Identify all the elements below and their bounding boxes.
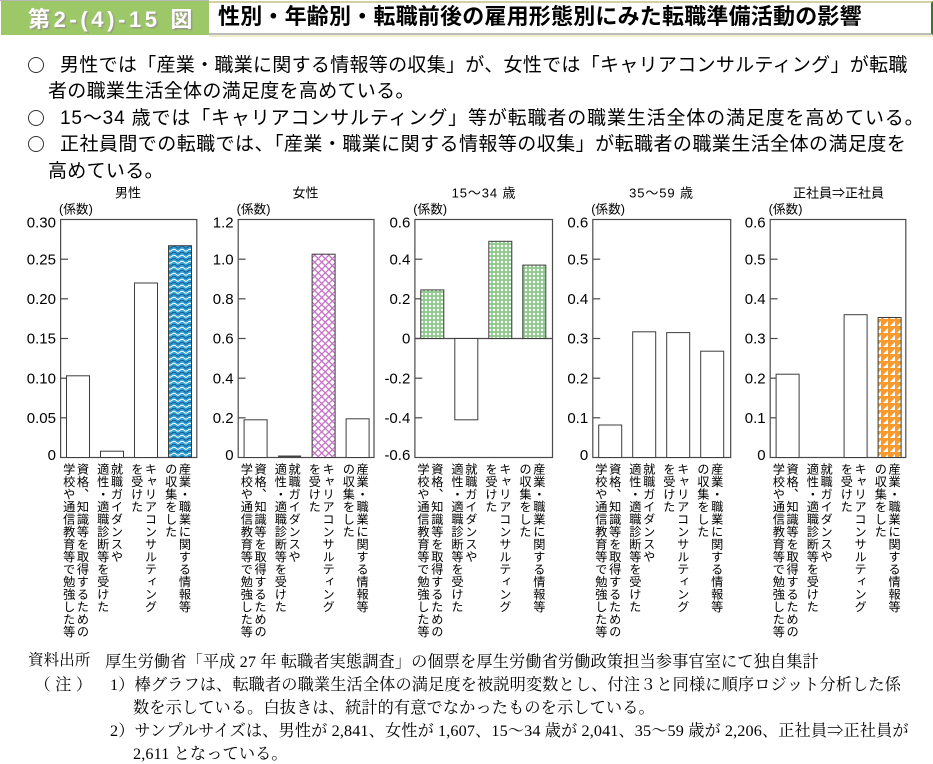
- svg-text:(係数): (係数): [237, 202, 271, 216]
- svg-text:0.1: 0.1: [567, 410, 588, 427]
- svg-text:1.0: 1.0: [213, 251, 234, 268]
- svg-text:-0.2: -0.2: [384, 370, 410, 387]
- svg-text:0.2: 0.2: [567, 370, 588, 387]
- svg-text:(係数): (係数): [769, 202, 803, 216]
- svg-text:0.3: 0.3: [567, 331, 588, 348]
- svg-text:0.5: 0.5: [745, 251, 766, 268]
- svg-text:-0.6: -0.6: [384, 447, 410, 464]
- svg-text:-0.4: -0.4: [384, 410, 410, 427]
- svg-text:0.1: 0.1: [745, 410, 766, 427]
- svg-text:0.8: 0.8: [213, 291, 234, 308]
- svg-text:35～59 歳: 35～59 歳: [629, 185, 694, 200]
- svg-text:0.6: 0.6: [567, 215, 588, 232]
- svg-text:0.4: 0.4: [567, 291, 588, 308]
- svg-text:(係数): (係数): [59, 202, 93, 216]
- svg-text:0: 0: [48, 447, 56, 464]
- svg-text:0: 0: [402, 331, 410, 348]
- svg-text:0.10: 0.10: [27, 370, 56, 387]
- svg-text:0.6: 0.6: [745, 215, 766, 232]
- svg-text:0: 0: [580, 447, 588, 464]
- svg-text:(係数): (係数): [413, 202, 447, 216]
- svg-text:0: 0: [757, 447, 765, 464]
- svg-text:0: 0: [225, 447, 233, 464]
- svg-text:0.4: 0.4: [389, 251, 410, 268]
- svg-text:0.2: 0.2: [389, 291, 410, 308]
- svg-text:男性: 男性: [115, 185, 141, 200]
- svg-text:1.2: 1.2: [213, 215, 234, 232]
- svg-text:0.3: 0.3: [745, 331, 766, 348]
- svg-text:0.4: 0.4: [213, 370, 234, 387]
- svg-text:正社員⇒正社員: 正社員⇒正社員: [793, 185, 884, 200]
- svg-text:0.6: 0.6: [389, 215, 410, 232]
- svg-text:0.5: 0.5: [567, 251, 588, 268]
- svg-text:(係数): (係数): [591, 202, 625, 216]
- svg-text:0.2: 0.2: [745, 370, 766, 387]
- svg-text:0.25: 0.25: [27, 251, 56, 268]
- svg-text:0.4: 0.4: [745, 291, 766, 308]
- svg-text:0.6: 0.6: [213, 331, 234, 348]
- svg-text:0.20: 0.20: [27, 291, 56, 308]
- svg-text:15～34 歳: 15～34 歳: [452, 185, 517, 200]
- svg-text:0.15: 0.15: [27, 331, 56, 348]
- svg-text:0.30: 0.30: [27, 215, 56, 232]
- svg-text:女性: 女性: [292, 185, 318, 200]
- svg-text:0.05: 0.05: [27, 410, 56, 427]
- svg-text:0.2: 0.2: [213, 410, 234, 427]
